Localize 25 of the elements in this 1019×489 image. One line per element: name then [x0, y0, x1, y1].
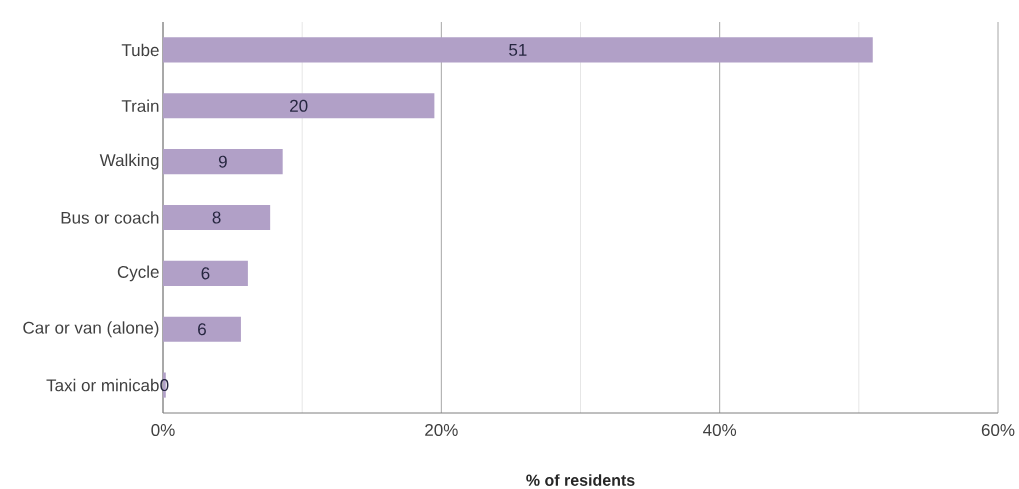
x-axis-title: % of residents: [526, 474, 635, 486]
data-label: 0: [160, 379, 169, 392]
y-tick-label: Car or van (alone): [23, 321, 159, 338]
y-tick-label: Tube: [121, 43, 159, 57]
data-label: 8: [212, 211, 221, 224]
bar: [163, 316, 241, 342]
x-tick-label: 60%: [981, 423, 1015, 437]
y-tick-label: Train: [121, 99, 159, 113]
bar: [163, 37, 873, 63]
data-label: 51: [509, 44, 527, 56]
y-tick-label: Walking: [99, 153, 159, 170]
y-tick-label: Taxi or minicab: [46, 378, 159, 392]
data-label: 20: [290, 99, 308, 112]
y-tick-label: Bus or coach: [61, 211, 159, 224]
data-label: 6: [198, 323, 206, 336]
data-label: 9: [218, 155, 227, 168]
bar: [163, 93, 435, 119]
x-tick-label: 0%: [151, 423, 175, 437]
x-tick-label: 40%: [703, 423, 737, 437]
x-tick-label: 20%: [425, 423, 458, 437]
data-label: 6: [201, 267, 210, 280]
bar: [163, 149, 283, 175]
bar: [163, 204, 271, 231]
y-tick-label: Cycle: [117, 265, 159, 282]
bar: [163, 260, 248, 286]
